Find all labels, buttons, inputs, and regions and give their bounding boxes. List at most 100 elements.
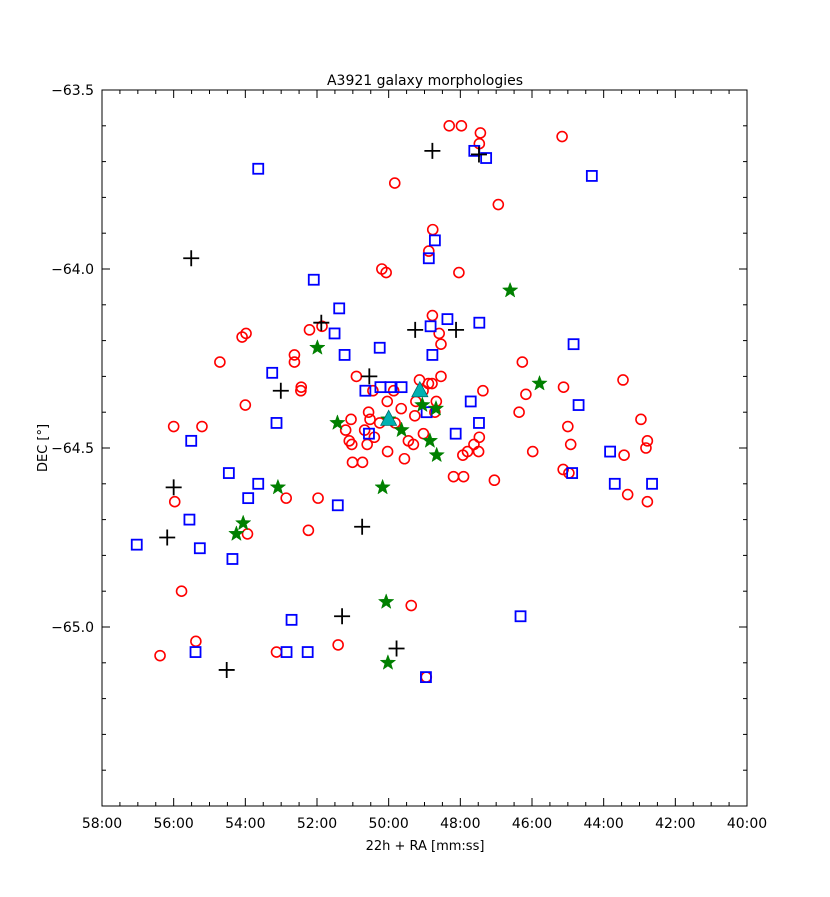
scatter-point-circle xyxy=(557,463,569,476)
scatter-point-circle xyxy=(295,381,308,393)
scatter-point-circle xyxy=(367,384,379,397)
scatter-point-square xyxy=(338,349,351,361)
scatter-point-square xyxy=(428,234,441,247)
scatter-point-square xyxy=(333,302,346,315)
scatter-point-square xyxy=(373,341,386,354)
scatter-point-circle xyxy=(457,470,470,483)
scatter-point-circle xyxy=(361,438,373,451)
scatter-point-plus xyxy=(313,314,330,331)
scatter-point-circle xyxy=(417,427,430,440)
x-tick-label: 56:00 xyxy=(153,816,193,832)
scatter-point-square xyxy=(285,613,298,626)
scatter-point-plus xyxy=(361,368,378,385)
scatter-point-star xyxy=(374,478,391,495)
scatter-point-square xyxy=(585,170,598,182)
scatter-point-circle xyxy=(635,413,647,426)
scatter-point-star xyxy=(501,281,519,298)
scatter-point-triangle xyxy=(379,409,398,426)
scatter-point-square xyxy=(328,327,341,340)
scatter-point-circle xyxy=(447,470,460,483)
scatter-point-circle xyxy=(557,381,570,393)
scatter-point-circle xyxy=(618,449,630,461)
scatter-point-plus xyxy=(448,321,465,338)
scatter-point-circle xyxy=(345,413,357,426)
scatter-point-circle xyxy=(477,384,489,397)
scatter-point-star xyxy=(309,339,326,355)
scatter-point-square xyxy=(301,646,314,658)
scatter-point-circle xyxy=(453,266,465,279)
scatter-point-star xyxy=(234,514,252,531)
scatter-point-square xyxy=(566,467,579,479)
scatter-point-square xyxy=(226,553,239,565)
scatter-point-circle xyxy=(380,266,392,279)
scatter-point-circle xyxy=(356,456,369,469)
scatter-point-square xyxy=(420,406,433,419)
scatter-point-circle xyxy=(562,420,574,433)
scatter-point-plus xyxy=(218,661,235,678)
scatter-point-square xyxy=(514,610,527,623)
scatter-point-square xyxy=(572,399,585,411)
x-tick-label: 42:00 xyxy=(655,816,695,832)
scatter-point-triangle xyxy=(411,380,429,398)
scatter-point-circle xyxy=(426,309,439,322)
scatter-point-square xyxy=(426,349,439,361)
scatter-point-circle xyxy=(526,445,539,458)
scatter-point-plus xyxy=(407,321,424,338)
scatter-point-circle xyxy=(641,435,654,447)
scatter-point-plus xyxy=(334,608,351,625)
scatter-point-square xyxy=(130,538,143,551)
y-tick-label: −64.5 xyxy=(51,441,94,457)
scatter-point-star xyxy=(329,414,346,431)
scatter-point-circle xyxy=(288,349,301,361)
scatter-point-circle xyxy=(435,370,447,383)
scatter-point-square xyxy=(422,252,435,265)
scatter-point-circle xyxy=(621,488,634,501)
x-tick-label: 40:00 xyxy=(727,816,767,832)
scatter-point-square xyxy=(252,477,265,490)
scatter-point-circle xyxy=(426,223,439,236)
y-tick-label: −65.0 xyxy=(51,620,94,636)
scatter-point-plus xyxy=(183,250,200,267)
scatter-point-square xyxy=(567,338,580,351)
scatter-point-square xyxy=(395,381,408,394)
scatter-point-circle xyxy=(241,528,254,540)
scatter-point-square xyxy=(473,417,485,429)
scatter-point-circle xyxy=(345,438,358,451)
scatter-point-square xyxy=(441,313,454,326)
scatter-point-circle xyxy=(422,245,435,257)
scatter-point-square xyxy=(222,467,235,479)
scatter-point-star xyxy=(228,525,245,541)
scatter-point-circle xyxy=(167,420,180,433)
scatter-point-circle xyxy=(474,127,487,139)
scatter-point-square xyxy=(604,445,617,458)
scatter-point-square xyxy=(189,646,202,658)
scatter-point-square xyxy=(424,320,437,333)
scatter-point-plus xyxy=(272,382,289,399)
scatter-point-square xyxy=(420,671,432,684)
scatter-point-circle xyxy=(295,384,307,397)
scatter-point-star xyxy=(377,593,395,610)
scatter-point-circle xyxy=(332,639,344,651)
scatter-point-square xyxy=(280,646,293,658)
scatter-point-circle xyxy=(420,671,433,683)
scatter-point-circle xyxy=(516,356,529,368)
scatter-point-square xyxy=(242,492,255,505)
chart-title: A3921 galaxy morphologies xyxy=(327,73,523,89)
scatter-point-circle xyxy=(239,399,252,411)
scatter-point-circle xyxy=(520,388,532,401)
scatter-point-circle xyxy=(214,356,226,368)
scatter-point-circle xyxy=(381,395,394,408)
scatter-point-square xyxy=(646,477,658,490)
scatter-point-square xyxy=(252,162,265,175)
scatter-point-circle xyxy=(236,331,248,343)
scatter-point-circle xyxy=(435,338,447,350)
scatter-point-circle xyxy=(640,442,652,454)
scatter-point-plus xyxy=(165,479,182,496)
scatter-point-circle xyxy=(350,370,363,383)
scatter-point-circle xyxy=(339,424,352,436)
scatter-point-star xyxy=(414,396,431,413)
scatter-point-circle xyxy=(395,402,408,415)
scatter-point-square xyxy=(608,477,621,490)
scatter-point-circle xyxy=(443,120,456,132)
